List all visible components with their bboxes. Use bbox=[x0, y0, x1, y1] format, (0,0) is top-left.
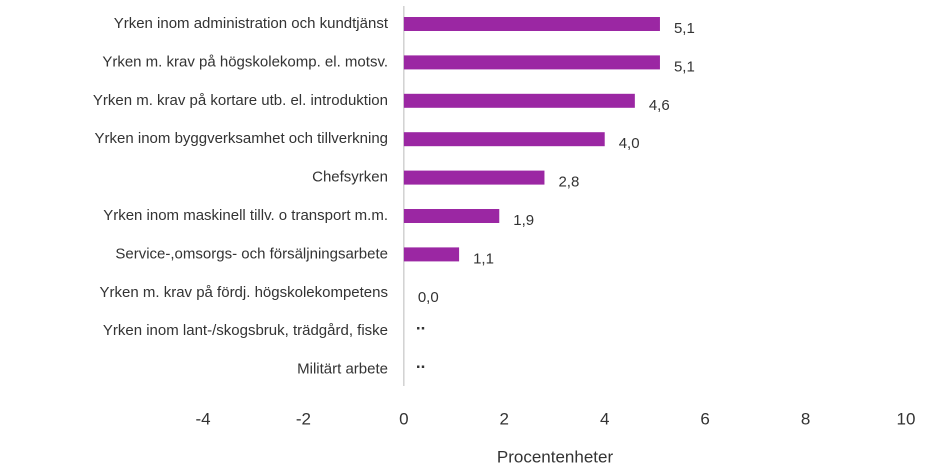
value-label: .. bbox=[416, 353, 425, 372]
category-label: Service-,omsorgs- och försäljningsarbete bbox=[115, 245, 388, 262]
value-label: 1,1 bbox=[473, 250, 494, 267]
value-label: 5,1 bbox=[674, 20, 695, 37]
x-tick-label: 8 bbox=[801, 409, 810, 428]
value-label: 5,1 bbox=[674, 58, 695, 75]
x-tick-label: 0 bbox=[399, 409, 408, 428]
x-tick-label: 6 bbox=[700, 409, 709, 428]
category-label: Chefsyrken bbox=[312, 169, 388, 186]
category-label: Yrken inom byggverksamhet och tillverkni… bbox=[95, 130, 388, 147]
category-label: Yrken inom lant-/skogsbruk, trädgård, fi… bbox=[103, 322, 388, 339]
category-label: Yrken m. krav på högskolekomp. el. motsv… bbox=[102, 53, 388, 70]
value-label: 1,9 bbox=[513, 212, 534, 229]
bar bbox=[403, 132, 605, 147]
value-label: 2,8 bbox=[558, 174, 579, 191]
bar bbox=[403, 55, 660, 70]
x-axis-label: Procentenheter bbox=[497, 447, 614, 466]
value-label: 0,0 bbox=[418, 289, 439, 306]
category-label: Militärt arbete bbox=[297, 361, 388, 378]
category-label: Yrken inom administration och kundtjänst bbox=[114, 15, 389, 32]
value-label: 4,6 bbox=[649, 97, 670, 114]
x-tick-label: 10 bbox=[897, 409, 916, 428]
category-label: Yrken inom maskinell tillv. o transport … bbox=[103, 207, 388, 224]
x-tick-label: -4 bbox=[195, 409, 210, 428]
x-tick-label: 2 bbox=[500, 409, 509, 428]
bar bbox=[403, 247, 460, 262]
category-label: Yrken m. krav på fördj. högskolekompeten… bbox=[100, 284, 388, 301]
bar bbox=[403, 17, 660, 31]
x-tick-label: 4 bbox=[600, 409, 609, 428]
bar bbox=[403, 209, 500, 223]
value-label: 4,0 bbox=[619, 135, 640, 152]
category-label: Yrken m. krav på kortare utb. el. introd… bbox=[93, 92, 388, 109]
x-tick-label: -2 bbox=[296, 409, 311, 428]
bar bbox=[403, 93, 635, 108]
bar bbox=[403, 170, 545, 185]
value-label: .. bbox=[416, 315, 425, 334]
